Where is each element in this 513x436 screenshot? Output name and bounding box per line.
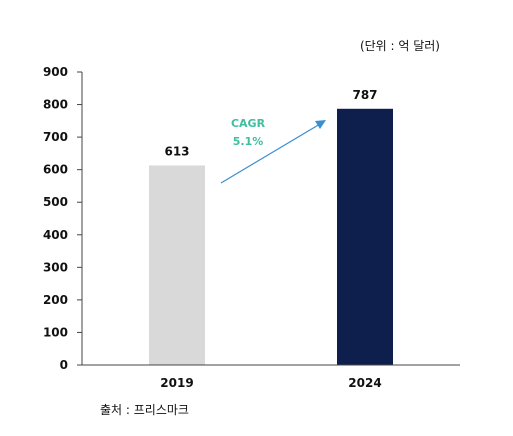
- y-tick-label: 600: [43, 163, 68, 177]
- y-tick-label: 900: [43, 65, 68, 79]
- bar-2019: [149, 165, 205, 365]
- cagr-arrowhead: [315, 120, 326, 129]
- y-tick-label: 300: [43, 260, 68, 274]
- x-axis-labels: 2019 2024: [160, 376, 381, 390]
- y-tick-label: 400: [43, 228, 68, 242]
- cagr-value: 5.1%: [233, 135, 264, 148]
- bar-2024: [337, 108, 393, 365]
- data-label-2024: 787: [352, 88, 377, 102]
- cagr-arrow: [220, 123, 321, 184]
- data-labels: 613 787: [164, 88, 377, 159]
- y-tick-label: 500: [43, 195, 68, 209]
- y-tick-label: 100: [43, 325, 68, 339]
- source-note: 출처 : 프리스마크: [100, 403, 189, 417]
- y-tick-label: 700: [43, 130, 68, 144]
- y-tick-label: 0: [60, 358, 68, 372]
- cagr-annotation: CAGR 5.1%: [220, 117, 326, 184]
- y-tick-label: 200: [43, 293, 68, 307]
- y-tick-label: 800: [43, 98, 68, 112]
- x-tick-label: 2024: [348, 376, 381, 390]
- unit-note: (단위 : 억 달러): [360, 39, 440, 53]
- bars: [149, 108, 393, 365]
- y-axis-ticks: 0 100 200 300 400 500 600 700 800 900: [43, 65, 82, 372]
- data-label-2019: 613: [164, 144, 189, 158]
- x-tick-label: 2019: [160, 376, 193, 390]
- cagr-label: CAGR: [231, 117, 266, 130]
